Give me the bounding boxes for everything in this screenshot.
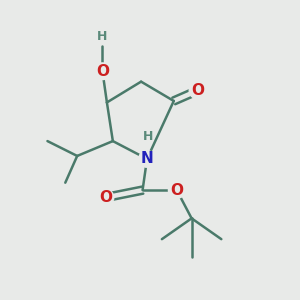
Text: O: O: [170, 183, 183, 198]
Circle shape: [94, 63, 111, 80]
Text: O: O: [96, 64, 109, 79]
Circle shape: [97, 189, 114, 206]
Text: O: O: [191, 83, 204, 98]
Circle shape: [168, 182, 185, 198]
Text: H: H: [97, 30, 108, 43]
Circle shape: [139, 151, 155, 167]
Text: O: O: [99, 190, 112, 205]
Circle shape: [189, 82, 206, 99]
Text: N: N: [141, 152, 153, 166]
Text: H: H: [142, 130, 153, 143]
